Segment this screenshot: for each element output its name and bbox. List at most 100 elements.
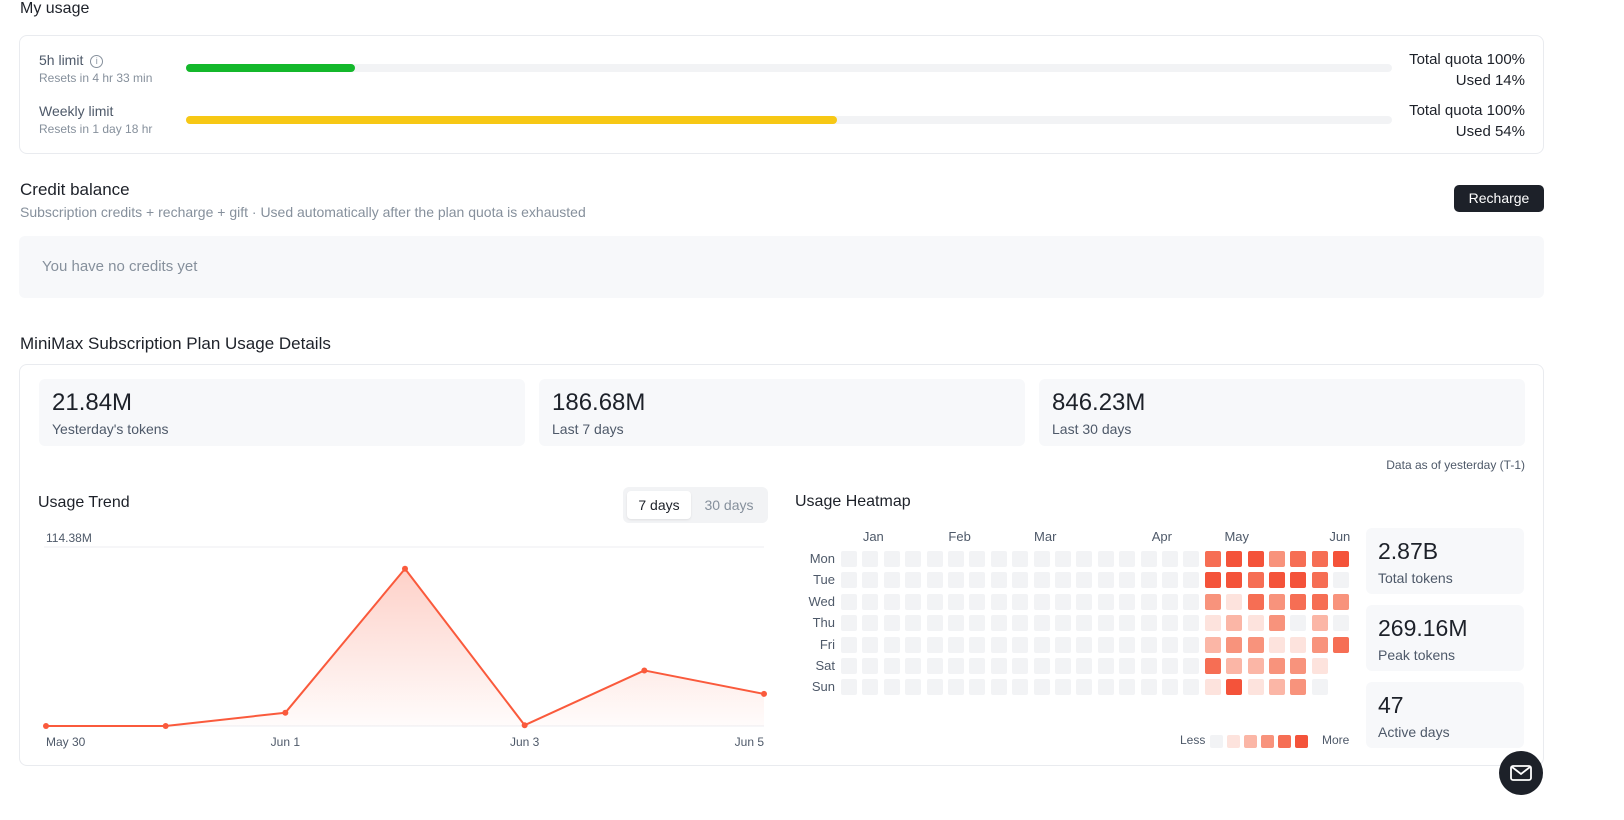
- heatmap-cell: [926, 658, 943, 674]
- heatmap-cell: [905, 572, 922, 589]
- legend-cell: [1295, 735, 1308, 748]
- total-quota-text: Total quota 100%: [1409, 102, 1525, 119]
- heatmap-cell: [1162, 551, 1178, 567]
- heatmap-cell: [883, 615, 900, 632]
- recharge-button[interactable]: Recharge: [1454, 185, 1544, 212]
- heatmap-cell: [1055, 658, 1071, 674]
- total-quota-text: Total quota 100%: [1409, 51, 1525, 68]
- heatmap-cell: [862, 551, 879, 567]
- five-hour-quota: Total quota 100% Used 14%: [1409, 49, 1525, 91]
- heatmap-cell: [1290, 593, 1307, 610]
- heatmap-cell: [862, 679, 879, 696]
- stat-label: Last 7 days: [552, 421, 624, 437]
- used-percent-text: Used 14%: [1455, 72, 1525, 89]
- tab-7-days[interactable]: 7 days: [627, 491, 691, 519]
- trend-area: [46, 568, 764, 726]
- usage-heatmap-title: Usage Heatmap: [795, 493, 911, 510]
- tab-30-days[interactable]: 30 days: [704, 497, 754, 513]
- heatmap-month-label: Feb: [948, 529, 971, 544]
- heatmap-cell: [1247, 658, 1264, 674]
- heatmap-cell: [905, 658, 922, 674]
- credit-balance-title: Credit balance: [20, 180, 130, 199]
- heatmap-cell: [1226, 658, 1243, 674]
- heatmap-cell: [1012, 658, 1029, 674]
- heatmap-cell: [1033, 615, 1050, 632]
- heatmap-cell: [1311, 615, 1328, 632]
- heatmap-cell: [841, 636, 857, 653]
- heatmap-cell: [1290, 658, 1307, 674]
- five-hour-progress-track: [186, 64, 1392, 72]
- info-icon[interactable]: i: [90, 55, 104, 68]
- heatmap-cell: [905, 615, 922, 632]
- heatmap-cell: [1097, 551, 1114, 567]
- heatmap-cell: [1183, 679, 1200, 696]
- stat-label: Peak tokens: [1378, 647, 1456, 663]
- heatmap-cell: [1140, 615, 1157, 632]
- trend-range-tabs: 7 days 30 days: [623, 487, 768, 523]
- heatmap-cell: [926, 551, 943, 567]
- stat-label: Last 30 days: [1052, 421, 1132, 437]
- heatmap-cell: [969, 615, 986, 632]
- heatmap-cell: [1119, 658, 1136, 674]
- five-hour-progress-fill: [186, 64, 355, 72]
- heatmap-cell: [1119, 636, 1136, 653]
- trend-point: [761, 690, 767, 697]
- stat-last-30-days: 846.23M Last 30 days: [1039, 379, 1525, 446]
- heatmap-cell: [905, 551, 922, 567]
- heatmap-cell: [1247, 593, 1264, 610]
- legend-cell: [1261, 735, 1274, 748]
- heatmap-cell: [1204, 593, 1221, 610]
- heatmap-cell: [948, 551, 964, 567]
- heatmap-month-label: Jun: [1329, 529, 1351, 544]
- heatmap-cell: [1311, 658, 1328, 674]
- heatmap-cell: [1076, 679, 1093, 696]
- heatmap-day-label: Wed: [808, 593, 836, 609]
- heatmap-cell: [1333, 551, 1350, 567]
- heatmap-cell: [1269, 572, 1285, 589]
- heatmap-cell: [883, 593, 900, 610]
- heatmap-cell: [1226, 636, 1243, 653]
- trend-point: [402, 565, 408, 572]
- weekly-progress-fill: [186, 116, 838, 124]
- legend-cell: [1210, 735, 1223, 748]
- stat-active-days: 47 Active days: [1366, 682, 1524, 748]
- heatmap-cell: [1269, 658, 1285, 674]
- heatmap-cell: [1247, 615, 1264, 632]
- heatmap-cell: [1012, 679, 1029, 696]
- heatmap-cell: [862, 615, 879, 632]
- heatmap-cell: [841, 551, 857, 567]
- heatmap-cell: [948, 615, 964, 632]
- heatmap-cell: [1311, 636, 1328, 653]
- contact-support-button[interactable]: [1499, 751, 1543, 795]
- heatmap-cell: [926, 679, 943, 696]
- heatmap-day-label: Fri: [819, 636, 835, 652]
- trend-point: [282, 709, 289, 716]
- heatmap-cell: [990, 679, 1007, 696]
- stat-total-tokens: 2.87B Total tokens: [1366, 528, 1524, 594]
- heatmap-cell: [883, 551, 900, 567]
- heatmap-cell: [969, 636, 986, 653]
- heatmap-cell: [1140, 572, 1157, 589]
- heatmap-cell: [1119, 593, 1136, 610]
- heatmap-cell: [1140, 679, 1157, 696]
- heatmap-cell: [1097, 615, 1114, 632]
- heatmap-cell: [1076, 658, 1093, 674]
- weekly-reset-text: Resets in 1 day 18 hr: [39, 122, 153, 136]
- stat-value: 269.16M: [1378, 615, 1468, 641]
- heatmap-cell: [1162, 615, 1178, 632]
- heatmap-cell: [926, 615, 943, 632]
- x-axis-tick-label: Jun 1: [271, 735, 301, 749]
- weekly-progress-track: [186, 116, 1392, 124]
- usage-trend-title: Usage Trend: [38, 494, 130, 511]
- heatmap-cell: [1033, 551, 1050, 567]
- my-usage-title: My usage: [20, 0, 90, 17]
- heatmap-cell: [1204, 658, 1221, 674]
- heatmap-cell: [1247, 551, 1264, 567]
- heatmap-cell: [1311, 593, 1328, 610]
- heatmap-cell: [969, 658, 986, 674]
- weekly-limit-label: Weekly limit: [39, 103, 114, 119]
- heatmap-cell: [990, 615, 1007, 632]
- heatmap-cell: [1269, 593, 1285, 610]
- heatmap-cell: [1119, 551, 1136, 567]
- usage-details-card: 21.84M Yesterday's tokens 186.68M Last 7…: [19, 364, 1544, 766]
